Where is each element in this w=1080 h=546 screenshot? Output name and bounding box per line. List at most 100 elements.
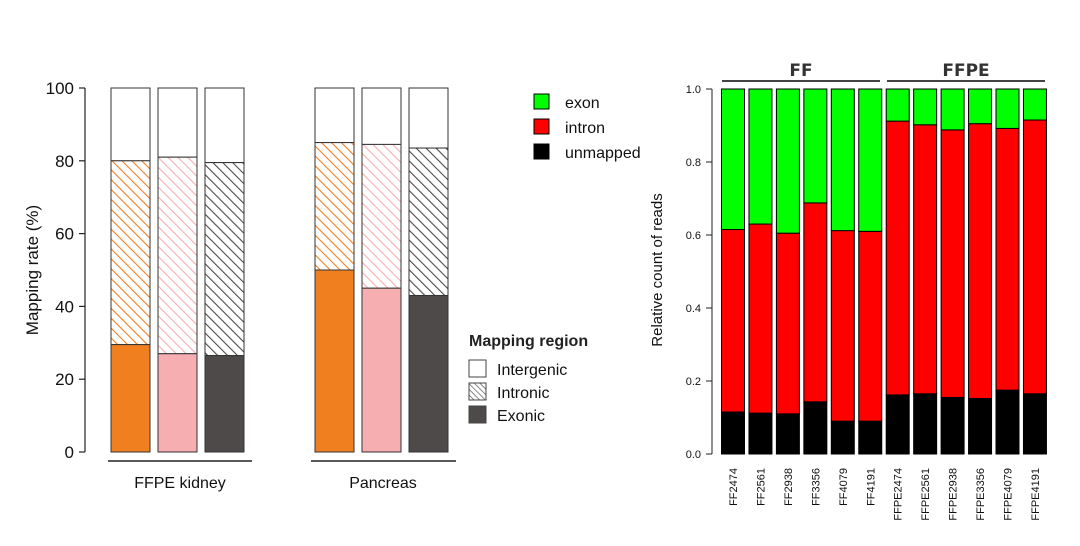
relative-count-chart: exon intron unmapped 0.00.20.40.60.81.0 … xyxy=(533,61,1047,521)
bar-4-intergenic xyxy=(361,87,402,145)
group-label-pancreas: Pancreas xyxy=(349,475,417,492)
bar-4-exonic xyxy=(361,287,402,453)
legend-label-intron: intron xyxy=(565,120,605,137)
bar-FF4079-intron xyxy=(830,230,855,422)
legend-swatch-unmapped xyxy=(533,143,550,160)
bar-0-exonic xyxy=(110,344,151,453)
bar-FFPE4191-unmapped xyxy=(1022,393,1047,455)
x-tick-label-right: FF4191 xyxy=(865,468,877,506)
bar-FF2474-intron xyxy=(721,229,745,413)
group-label-ffpe: FFPE xyxy=(942,61,989,81)
bar-1-intronic xyxy=(157,156,198,355)
legend-mapping-region: Mapping region Intergenic Intronic Exoni… xyxy=(468,333,588,425)
y-axis-label-right: Relative count of reads xyxy=(649,193,666,346)
legend-label-exonic: Exonic xyxy=(497,408,545,425)
legend-swatch-intron xyxy=(533,118,550,135)
bar-FFPE2561-intron xyxy=(913,124,938,395)
legend-swatch-intronic xyxy=(468,382,487,401)
bar-FF2474-unmapped xyxy=(721,411,745,455)
bar-FFPE4079-intron xyxy=(995,127,1020,391)
bar-FF4191-exon xyxy=(858,88,883,232)
bar-FFPE2474-intron xyxy=(885,120,910,396)
y-axis-ticks: 0 20 40 60 80 100 xyxy=(46,79,85,462)
bar-FF2474-exon xyxy=(721,88,745,231)
x-tick-label-right: FFPE2938 xyxy=(948,468,960,521)
bar-FFPE4191-exon xyxy=(1022,88,1047,121)
bar-1-exonic xyxy=(157,353,198,453)
group-label-ffpe-kidney: FFPE kidney xyxy=(134,475,226,492)
y-tick-label: 80 xyxy=(55,152,74,171)
bar-0-intergenic xyxy=(110,87,151,162)
legend-title: Mapping region xyxy=(469,333,588,350)
bar-FF4079-unmapped xyxy=(830,420,855,455)
y-tick-label-right: 0.8 xyxy=(686,157,701,169)
bar-FFPE2561-unmapped xyxy=(913,393,938,455)
bar-4-intronic xyxy=(361,143,402,289)
y-tick-label: 0 xyxy=(65,443,74,462)
bar-FF2561-unmapped xyxy=(748,412,773,455)
bar-FFPE4079-exon xyxy=(995,88,1020,129)
x-tick-label-right: FFPE3356 xyxy=(975,468,987,521)
bar-FFPE3356-exon xyxy=(968,88,993,125)
bar-FFPE2474-unmapped xyxy=(885,394,910,455)
y-tick-label-right: 1.0 xyxy=(686,84,701,96)
x-tick-label-right: FFPE2561 xyxy=(920,468,932,521)
group-label-ff: FF xyxy=(789,61,812,81)
bar-FF2938-unmapped xyxy=(775,413,800,455)
stacked-bars xyxy=(110,87,449,453)
bar-FFPE2474-exon xyxy=(885,88,910,122)
bar-FFPE3356-intron xyxy=(968,123,993,400)
bar-FFPE4191-intron xyxy=(1022,119,1047,395)
x-tick-label-right: FFPE4191 xyxy=(1030,468,1042,521)
x-tick-label-right: FFPE4079 xyxy=(1003,468,1015,521)
bar-FFPE2938-unmapped xyxy=(940,396,965,455)
y-axis-ticks-right: 0.0 0.2 0.4 0.6 0.8 1.0 xyxy=(686,84,712,461)
bar-FFPE2561-exon xyxy=(913,88,938,126)
y-tick-label: 20 xyxy=(55,370,74,389)
bar-FF3356-unmapped xyxy=(803,401,828,455)
bar-3-intronic xyxy=(314,142,355,271)
y-tick-label-right: 0.0 xyxy=(686,449,701,461)
y-tick-label-right: 0.6 xyxy=(686,230,701,242)
y-tick-label: 100 xyxy=(46,79,74,98)
x-tick-label-right: FF2561 xyxy=(755,468,767,506)
bar-FF2561-exon xyxy=(748,88,773,225)
y-tick-label-right: 0.2 xyxy=(686,376,701,388)
legend-read-class: exon intron unmapped xyxy=(533,93,641,162)
bar-FF2938-intron xyxy=(775,232,800,415)
bar-FFPE2938-intron xyxy=(940,129,965,398)
y-tick-label: 40 xyxy=(55,297,74,316)
bar-FF3356-intron xyxy=(803,202,828,403)
bar-3-intergenic xyxy=(314,87,355,144)
bar-5-intronic xyxy=(408,147,449,296)
bar-0-intronic xyxy=(110,160,151,346)
bar-2-intronic xyxy=(204,162,245,357)
x-tick-label-right: FF3356 xyxy=(810,468,822,506)
bar-3-exonic xyxy=(314,269,355,453)
bar-5-exonic xyxy=(408,294,449,453)
x-tick-label-right: FF2474 xyxy=(728,468,740,506)
bar-2-exonic xyxy=(204,355,245,453)
stacked-bars-right xyxy=(721,88,1047,455)
legend-label-unmapped: unmapped xyxy=(565,145,641,162)
x-tick-label-right: FF2938 xyxy=(783,468,795,506)
legend-swatch-exon xyxy=(533,93,550,110)
y-tick-label: 60 xyxy=(55,225,74,244)
x-tick-label-right: FFPE2474 xyxy=(893,468,905,521)
legend-label-intronic: Intronic xyxy=(497,385,549,402)
bar-1-intergenic xyxy=(157,87,198,158)
mapping-rate-chart: 0 20 40 60 80 100 Mapping rate (%) FFPE kidne… xyxy=(23,79,588,492)
bar-FF3356-exon xyxy=(803,88,828,204)
bar-FF2561-intron xyxy=(748,223,773,414)
y-axis-label: Mapping rate (%) xyxy=(23,205,42,335)
bar-FF4079-exon xyxy=(830,88,855,232)
legend-label-exon: exon xyxy=(565,95,600,112)
bar-5-intergenic xyxy=(408,87,449,149)
bar-FFPE4079-unmapped xyxy=(995,389,1020,455)
bar-FF4191-unmapped xyxy=(858,420,883,455)
x-tick-label-right: FF4079 xyxy=(838,468,850,506)
y-tick-label-right: 0.4 xyxy=(686,303,701,315)
bar-FFPE3356-unmapped xyxy=(968,398,993,455)
legend-swatch-exonic xyxy=(468,405,487,424)
